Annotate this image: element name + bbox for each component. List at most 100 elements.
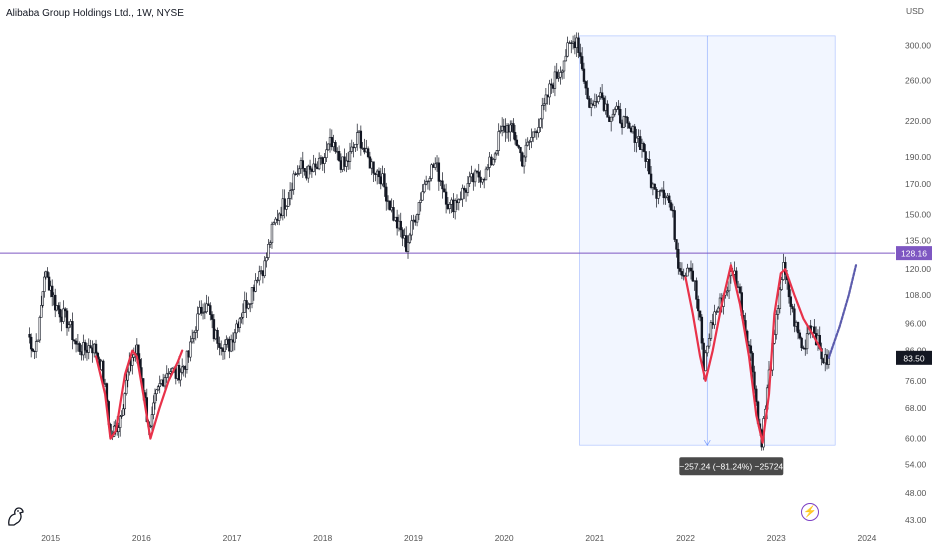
candle-body (38, 317, 41, 341)
x-tick-label: 2017 (223, 533, 242, 543)
candle-body (185, 350, 189, 370)
y-tick-label: 96.00 (905, 319, 927, 329)
candle-body (235, 323, 238, 334)
x-tick-label: 2020 (495, 533, 514, 543)
candle-body (218, 343, 221, 348)
candle-body (642, 143, 646, 152)
y-tick-label: 108.00 (905, 290, 931, 300)
candle-body (180, 366, 184, 373)
candle-body (424, 181, 428, 185)
y-tick-label: 54.00 (905, 459, 927, 469)
candle-body (267, 243, 270, 258)
candle-body (796, 322, 800, 334)
candle-body (165, 373, 168, 378)
candle-body (385, 186, 388, 202)
candle-body (700, 316, 704, 344)
candle-body (399, 220, 402, 231)
candle-body (541, 105, 544, 120)
candle-body (278, 213, 281, 221)
candle-body (47, 276, 51, 291)
candle-body (29, 336, 33, 350)
candle-body (704, 352, 707, 372)
candle-body (153, 393, 157, 404)
candle-body (43, 276, 46, 292)
candle-body (798, 332, 802, 339)
candle-body (624, 116, 627, 118)
candle-body (668, 195, 671, 203)
candle-body (463, 187, 466, 191)
candle-body (695, 280, 698, 300)
candle-body (697, 299, 700, 312)
candle-body (406, 242, 410, 252)
candle-body (519, 147, 522, 154)
candle-body (557, 76, 560, 79)
candle-body (223, 344, 227, 352)
candle-body (421, 191, 424, 201)
candle-body (356, 132, 359, 145)
candle-body (484, 168, 488, 181)
candle-body (791, 306, 794, 310)
candle-body (566, 42, 569, 57)
candle-body (285, 206, 288, 210)
candle-body (537, 127, 540, 134)
candle-body (240, 316, 243, 320)
candle-body (633, 126, 636, 143)
candle-body (707, 338, 711, 347)
candle-body (330, 137, 334, 148)
candle-body (648, 158, 651, 175)
candle-body (46, 271, 49, 278)
candle-body (192, 332, 196, 339)
candle-body (680, 271, 684, 276)
candle-body (203, 311, 207, 313)
candle-body (805, 333, 809, 350)
candle-body (653, 183, 656, 190)
candle-body (40, 305, 43, 318)
candle-body (579, 52, 582, 57)
x-tick-label: 2015 (41, 533, 60, 543)
candle-body (493, 153, 497, 160)
candle-body (36, 339, 40, 342)
candle-body (87, 345, 90, 353)
x-tick-label: 2016 (132, 533, 151, 543)
candle-body (219, 347, 223, 349)
x-tick-label: 2023 (767, 533, 786, 543)
candle-body (500, 125, 504, 131)
candle-body (62, 308, 65, 322)
candle-body (71, 321, 74, 341)
flash-icon[interactable]: ⚡ (801, 503, 819, 521)
candle-body (675, 239, 678, 250)
candle-body (155, 389, 158, 395)
candle-body (528, 141, 531, 143)
candle-body (74, 340, 78, 345)
y-tick-label: 190.00 (905, 152, 931, 162)
y-tick-label: 60.00 (905, 434, 927, 444)
candle-body (200, 306, 203, 314)
candle-body (526, 141, 529, 146)
candle-body (249, 303, 252, 305)
candle-body (776, 308, 780, 315)
candle-body (122, 408, 125, 416)
candle-body (209, 305, 212, 315)
candle-body (559, 72, 562, 78)
candle-body (270, 223, 274, 244)
candle-body (419, 199, 422, 203)
y-tick-label: 86.00 (905, 346, 927, 356)
candle-body (233, 332, 236, 343)
candle-body (590, 103, 593, 108)
y-tick-label: 170.00 (905, 179, 931, 189)
y-tick-label: 68.00 (905, 403, 927, 413)
candle-body (65, 310, 69, 329)
candle-body (553, 71, 557, 89)
candle-body (550, 83, 553, 86)
candle-body (63, 308, 67, 312)
candle-body (120, 415, 123, 417)
candle-body (716, 307, 720, 313)
candle-body (83, 342, 87, 351)
candle-body (515, 139, 519, 146)
candle-body (283, 198, 286, 210)
y-tick-label: 220.00 (905, 116, 931, 126)
candle-body (401, 229, 404, 239)
candle-body (709, 322, 713, 339)
candle-body (272, 222, 275, 225)
